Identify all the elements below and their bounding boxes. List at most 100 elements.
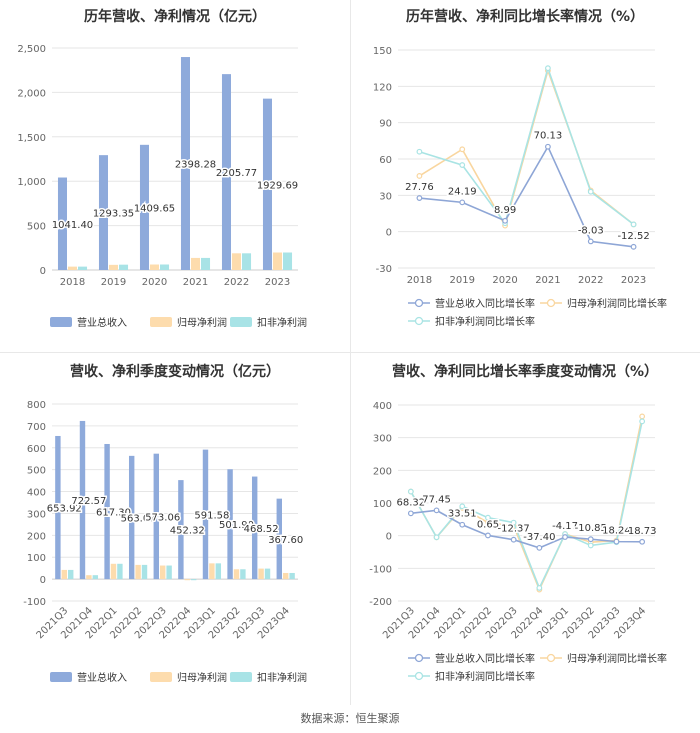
bar-归母净利润-2023Q4 <box>282 572 289 580</box>
point-扣非净利润同比增长率-2023 <box>630 221 637 228</box>
point-扣非净利润同比增长率-2021 <box>545 65 551 72</box>
point-扣非净利润同比增长率-2018 <box>416 148 423 155</box>
bar-扣非净利润-2022Q4 <box>191 579 197 581</box>
bar-扣非净利润-2023Q3 <box>264 568 271 580</box>
legend-item[interactable]: 归母净利润 <box>150 316 227 329</box>
legend-item[interactable]: 归母净利润同比增长率 <box>540 652 667 665</box>
bar-营业总收入-2019 <box>98 155 108 270</box>
legend-item[interactable]: 营业总收入 <box>50 316 127 329</box>
y-tick-label: 60 <box>379 155 392 166</box>
legend-item[interactable]: 归母净利润 <box>150 671 227 684</box>
point-营业总收入同比增长率-2022Q3 <box>510 536 517 543</box>
bar-归母净利润-2023Q2 <box>233 569 240 580</box>
horizontal-divider <box>0 352 700 353</box>
x-tick-label: 2022 <box>224 277 249 288</box>
point-营业总收入同比增长率-2023 <box>630 243 637 250</box>
point-扣非净利润同比增长率-2022Q2 <box>485 514 491 521</box>
bar-归母净利润-2021 <box>190 257 201 270</box>
bar-扣非净利润-2019 <box>119 264 129 270</box>
legend-item[interactable]: 扣非净利润 <box>230 671 307 684</box>
bar-归母净利润-2021Q4 <box>86 575 92 580</box>
x-tick-label: 2020 <box>142 277 167 288</box>
point-扣非净利润同比增长率-2021Q3 <box>407 488 414 495</box>
y-tick-label: 30 <box>379 191 392 202</box>
data-label: 2205.77 <box>216 168 257 179</box>
data-label: -12.52 <box>617 231 649 242</box>
x-tick-label: 2018 <box>407 275 432 286</box>
legend-swatch-dot <box>546 653 556 663</box>
point-营业总收入同比增长率-2023Q1 <box>562 534 568 540</box>
bar-营业总收入-2022Q4 <box>178 480 184 580</box>
y-tick-label: 200 <box>373 466 392 477</box>
y-tick-label: -100 <box>369 564 392 575</box>
point-归母净利润同比增长率-2019 <box>459 146 466 153</box>
data-label: 1041.40 <box>52 220 93 231</box>
y-tick-label: 500 <box>27 466 46 477</box>
bar-营业总收入-2021Q3 <box>55 435 61 580</box>
data-label: -37.40 <box>523 532 555 543</box>
bar-归母净利润-2022Q2 <box>135 564 141 580</box>
bar-归母净利润-2023 <box>272 252 283 270</box>
legend-swatch <box>230 672 252 682</box>
point-营业总收入同比增长率-2020 <box>502 217 508 224</box>
x-tick-label: 2021 <box>183 277 208 288</box>
chart-title: 历年营收、净利情况（亿元） <box>84 9 266 25</box>
bar-营业总收入-2023Q1 <box>202 449 209 580</box>
legend-swatch-dot <box>414 653 424 663</box>
bar-营业总收入-2023Q4 <box>276 498 282 580</box>
point-营业总收入同比增长率-2022 <box>587 238 594 245</box>
point-营业总收入同比增长率-2021Q4 <box>433 507 440 514</box>
bar-营业总收入-2021Q4 <box>79 420 86 580</box>
bar-扣非净利润-2022Q3 <box>166 565 172 580</box>
legend-label: 归母净利润 <box>177 316 227 329</box>
legend-item[interactable]: 营业总收入 <box>50 671 127 684</box>
data-label: 563.07 <box>121 513 156 524</box>
x-tick-label: 2020 <box>492 275 517 286</box>
y-tick-label: -100 <box>23 597 46 608</box>
bar-归母净利润-2022Q1 <box>110 563 117 580</box>
data-label: 653.92 <box>47 504 82 515</box>
data-source: 数据来源：恒生聚源 <box>300 712 400 725</box>
annual-growth-panel: 历年营收、净利同比增长率情况（%） -30 0 30 60 90 120 150 2018 20… <box>350 0 700 350</box>
legend-item[interactable]: 扣非净利润 <box>230 316 307 329</box>
data-label: -12.37 <box>498 524 530 535</box>
legend-item[interactable]: 扣非净利润同比增长率 <box>408 315 535 328</box>
data-label: 722.57 <box>71 496 106 507</box>
y-tick-label: 200 <box>27 531 46 542</box>
point-营业总收入同比增长率-2022Q1 <box>459 521 466 528</box>
legend-item[interactable]: 营业总收入同比增长率 <box>408 297 535 310</box>
x-tick-label: 2018 <box>60 277 85 288</box>
y-tick-label: 0 <box>386 228 392 239</box>
legend-item[interactable]: 扣非净利润同比增长率 <box>408 670 535 683</box>
data-label: 591.58 <box>194 510 229 521</box>
y-tick-label: 1,500 <box>17 133 46 144</box>
chart-title: 营收、净利同比增长率季度变动情况（%） <box>391 364 659 380</box>
series-line-扣非净利润同比增长率 <box>410 421 643 590</box>
point-营业总收入同比增长率-2023Q2 <box>587 536 594 543</box>
legend-label: 营业总收入 <box>77 671 127 684</box>
annual-amount-panel: 历年营收、净利情况（亿元） 0 500 1,000 1,500 2,000 2,500 20… <box>0 0 350 350</box>
data-label: 18.24 <box>602 526 631 537</box>
legend-item[interactable]: 归母净利润同比增长率 <box>540 297 667 310</box>
data-label: 1409.65 <box>134 203 175 214</box>
y-tick-label: 0 <box>40 575 46 586</box>
bar-扣非净利润-2020 <box>160 264 170 270</box>
legend-label: 归母净利润同比增长率 <box>567 652 667 665</box>
point-扣非净利润同比增长率-2023Q4 <box>639 418 646 425</box>
data-label: 68.32 <box>397 497 426 508</box>
y-tick-label: 100 <box>27 553 46 564</box>
bar-归母净利润-2023Q3 <box>258 568 264 580</box>
y-tick-label: 600 <box>27 444 46 455</box>
data-label: 27.76 <box>405 182 434 193</box>
legend-item[interactable]: 营业总收入同比增长率 <box>408 652 535 665</box>
legend-swatch <box>150 317 172 327</box>
data-label: 1929.69 <box>257 180 298 191</box>
legend-label: 扣非净利润 <box>257 671 307 684</box>
point-扣非净利润同比增长率-2021Q4 <box>433 534 440 541</box>
bar-扣非净利润-2021Q3 <box>68 569 74 580</box>
y-tick-label: 0 <box>40 266 46 277</box>
y-tick-label: 700 <box>27 422 46 433</box>
data-label: 452.32 <box>170 526 205 537</box>
quarterly-growth-panel: 营收、净利同比增长率季度变动情况（%） -200 -100 0 100 200 300 40… <box>350 355 700 705</box>
data-label: 2398.28 <box>175 160 216 171</box>
